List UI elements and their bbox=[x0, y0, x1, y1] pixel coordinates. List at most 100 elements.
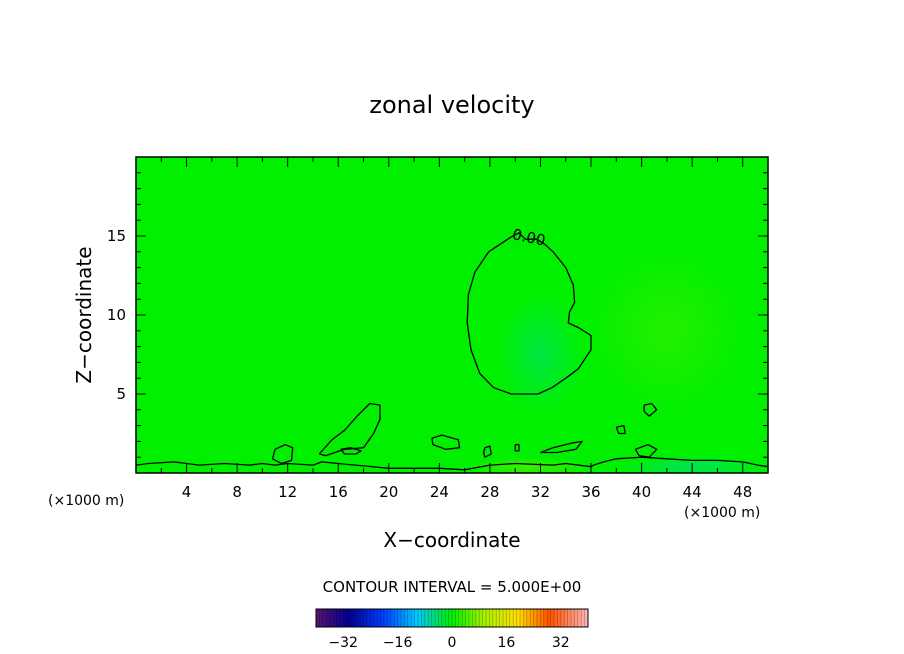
colorbar-cell bbox=[411, 609, 415, 627]
colorbar-cell bbox=[333, 609, 337, 627]
contour-interval-label: CONTOUR INTERVAL = 5.000E+00 bbox=[323, 578, 582, 596]
colorbar-tick-label: −32 bbox=[328, 635, 358, 651]
colorbar-cell bbox=[316, 609, 320, 627]
colorbar-cell bbox=[360, 609, 364, 627]
colorbar-cell bbox=[350, 609, 354, 627]
colorbar-cell bbox=[506, 609, 511, 627]
colorbar-cell bbox=[390, 609, 395, 627]
colorbar-cell bbox=[380, 609, 385, 627]
colorbar-cell bbox=[537, 609, 541, 627]
field-feature-jet-low bbox=[464, 457, 592, 473]
colorbar-cell bbox=[571, 609, 575, 627]
colorbar-cell bbox=[486, 609, 490, 627]
colorbar-cell bbox=[475, 609, 480, 627]
velocity-field bbox=[464, 243, 768, 473]
colorbar-cell bbox=[329, 609, 334, 627]
colorbar-cell bbox=[516, 609, 521, 627]
y-tick-label: 15 bbox=[107, 227, 126, 245]
y-tick-label: 10 bbox=[107, 306, 126, 324]
colorbar-cell bbox=[435, 609, 439, 627]
colorbar-cell bbox=[581, 609, 585, 627]
colorbar-tick-label: 16 bbox=[497, 635, 515, 651]
colorbar-cell bbox=[326, 609, 330, 627]
colorbar-cell bbox=[520, 609, 524, 627]
colorbar-cell bbox=[346, 609, 351, 627]
x-tick-label: 16 bbox=[329, 483, 348, 501]
colorbar-cell bbox=[557, 609, 562, 627]
contour-low-cell-4 bbox=[340, 447, 362, 455]
field-feature-fast-core-right bbox=[584, 243, 750, 418]
x-tick-label: 8 bbox=[232, 483, 242, 501]
colorbar-cell bbox=[554, 609, 558, 627]
zero-contours bbox=[136, 232, 768, 471]
colorbar-cell bbox=[404, 609, 409, 627]
x-tick-labels: 4 8 12 16 20 24 28 32 36 40 44 48 bbox=[182, 483, 752, 501]
x-tick-label: 36 bbox=[581, 483, 600, 501]
x-tick-label: 48 bbox=[733, 483, 752, 501]
colorbar-cell bbox=[353, 609, 358, 627]
colorbar-tick-labels: −32 −16 0 16 32 bbox=[328, 635, 569, 651]
x-tick-label: 4 bbox=[182, 483, 192, 501]
colorbar-cell bbox=[482, 609, 487, 627]
colorbar-cell bbox=[401, 609, 405, 627]
x-tick-label: 28 bbox=[480, 483, 499, 501]
colorbar-cell bbox=[438, 609, 443, 627]
colorbar-cell bbox=[547, 609, 551, 627]
x-unit-left: (×1000 m) bbox=[48, 493, 124, 509]
colorbar-cell bbox=[496, 609, 500, 627]
colorbar-cell bbox=[319, 609, 324, 627]
colorbar-cell bbox=[343, 609, 347, 627]
colorbar-cell bbox=[574, 609, 579, 627]
colorbar-cell bbox=[418, 609, 422, 627]
colorbar-tick-label: 0 bbox=[448, 635, 457, 651]
colorbar-cell bbox=[336, 609, 341, 627]
colorbar-cell bbox=[448, 609, 453, 627]
colorbar-cell bbox=[469, 609, 473, 627]
colorbar-cell bbox=[550, 609, 555, 627]
colorbar-cell bbox=[394, 609, 398, 627]
axis-ticks bbox=[136, 157, 768, 473]
colorbar-cell bbox=[462, 609, 466, 627]
x-tick-label: 40 bbox=[632, 483, 651, 501]
x-tick-label: 44 bbox=[683, 483, 702, 501]
colorbar-cell bbox=[384, 609, 388, 627]
colorbar-cell bbox=[377, 609, 381, 627]
colorbar-cell bbox=[492, 609, 497, 627]
colorbar-cell bbox=[564, 609, 568, 627]
x-tick-label: 32 bbox=[531, 483, 550, 501]
colorbar-tick-label: 32 bbox=[552, 635, 570, 651]
y-axis-label: Z−coordinate bbox=[72, 246, 96, 383]
colorbar-cell bbox=[455, 609, 460, 627]
colorbar-cell bbox=[533, 609, 538, 627]
colorbar-cell bbox=[424, 609, 429, 627]
colorbar-cell bbox=[387, 609, 392, 627]
x-tick-label: 20 bbox=[379, 483, 398, 501]
colorbar-cell bbox=[356, 609, 361, 627]
x-tick-label: 24 bbox=[430, 483, 449, 501]
colorbar-tick-label: −16 bbox=[383, 635, 413, 651]
colorbar-cell bbox=[543, 609, 548, 627]
colorbar-cell bbox=[472, 609, 477, 627]
colorbar-cell bbox=[458, 609, 463, 627]
colorbar-cell bbox=[407, 609, 412, 627]
colorbar-cell bbox=[577, 609, 582, 627]
colorbar-cell bbox=[445, 609, 449, 627]
contour-surface-layer bbox=[136, 456, 768, 471]
colorbar-cell bbox=[503, 609, 507, 627]
colorbar-cell bbox=[479, 609, 483, 627]
y-tick-labels: 5 10 15 bbox=[107, 227, 126, 403]
colorbar-cell bbox=[431, 609, 436, 627]
colorbar-cell bbox=[489, 609, 494, 627]
contour-low-cell-5 bbox=[482, 445, 492, 458]
colorbar-cell bbox=[397, 609, 402, 627]
colorbar-cell bbox=[373, 609, 378, 627]
colorbar-cell bbox=[441, 609, 446, 627]
colorbar-cell bbox=[367, 609, 371, 627]
contour-low-cell-2 bbox=[271, 443, 294, 465]
chart-title: zonal velocity bbox=[369, 91, 534, 119]
x-axis-label: X−coordinate bbox=[383, 528, 520, 552]
colorbar-frame bbox=[315, 608, 589, 628]
colorbar-cell bbox=[584, 609, 589, 627]
colorbar-cell bbox=[428, 609, 432, 627]
